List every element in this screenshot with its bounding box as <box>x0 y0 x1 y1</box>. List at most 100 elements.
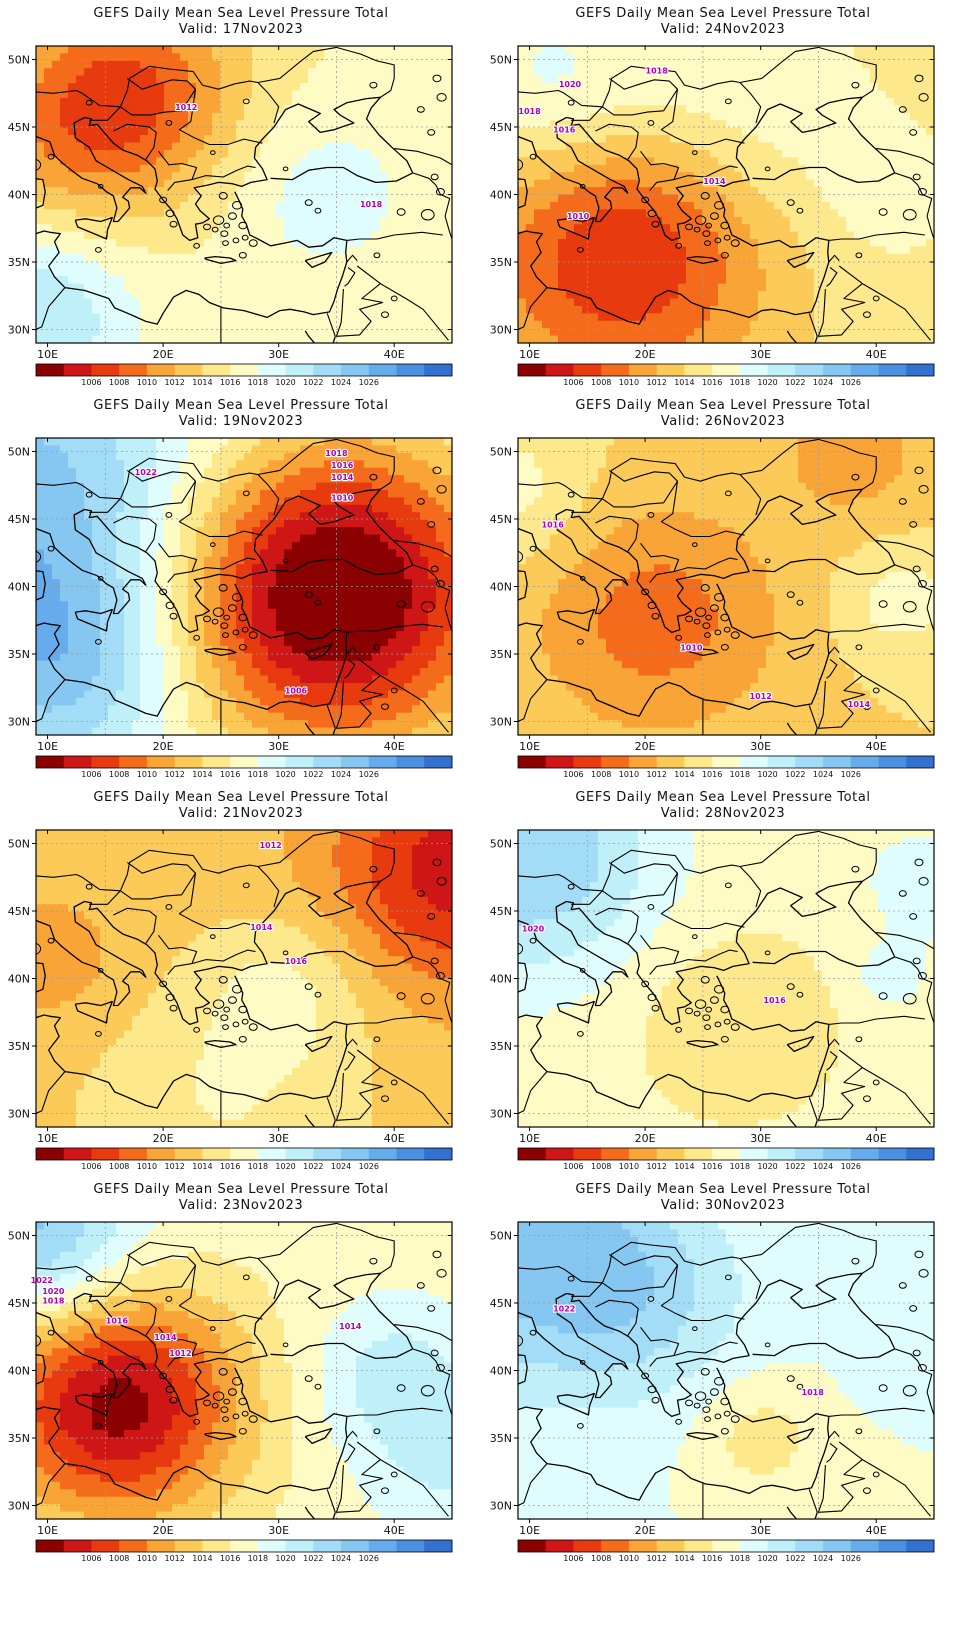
field-cell <box>918 209 927 218</box>
field-cell <box>428 475 437 484</box>
field-cell <box>606 231 615 240</box>
field-cell <box>598 216 607 225</box>
field-cell <box>614 305 623 314</box>
field-cell <box>196 519 205 528</box>
field-cell <box>276 445 285 454</box>
field-cell <box>148 305 157 314</box>
field-cell <box>662 216 671 225</box>
field-cell <box>268 497 277 506</box>
field-cell <box>300 313 309 322</box>
field-cell <box>686 231 695 240</box>
field-cell <box>750 97 759 106</box>
field-cell <box>396 187 405 196</box>
island <box>165 120 173 126</box>
field-cell <box>710 127 719 136</box>
field-cell <box>862 68 871 77</box>
field-cell <box>566 172 575 181</box>
field-cell <box>404 246 413 255</box>
field-cell <box>284 172 293 181</box>
field-cell <box>534 83 543 92</box>
field-cell <box>236 209 245 218</box>
field-cell <box>268 276 277 285</box>
field-cell <box>550 105 559 114</box>
field-cell <box>108 482 117 491</box>
field-cell <box>822 268 831 277</box>
field-cell <box>654 268 663 277</box>
field-cell <box>92 194 101 203</box>
field-cell <box>582 209 591 218</box>
field-cell <box>566 97 575 106</box>
island <box>902 209 917 221</box>
field-cell <box>694 105 703 114</box>
field-cell <box>356 335 365 343</box>
field-cell <box>854 149 863 158</box>
field-cell <box>148 438 157 447</box>
field-cell <box>558 68 567 77</box>
field-cell <box>132 105 141 114</box>
field-cell <box>116 209 125 218</box>
field-cell <box>574 187 583 196</box>
field-cell <box>292 504 301 513</box>
field-cell <box>790 335 799 343</box>
field-cell <box>204 497 213 506</box>
field-cell <box>806 239 815 248</box>
field-cell <box>116 261 125 270</box>
field-cell <box>124 209 133 218</box>
field-cell <box>204 135 213 144</box>
field-cell <box>324 75 333 84</box>
field-cell <box>188 438 197 447</box>
field-cell <box>678 83 687 92</box>
field-cell <box>300 187 309 196</box>
field-cell <box>292 512 301 521</box>
field-cell <box>100 504 109 513</box>
field-cell <box>420 335 429 343</box>
field-cell <box>902 201 911 210</box>
field-cell <box>212 482 221 491</box>
field-cell <box>180 512 189 521</box>
field-cell <box>36 452 45 461</box>
field-cell <box>316 482 325 491</box>
field-cell <box>140 135 149 144</box>
field-cell <box>140 460 149 469</box>
country-border <box>673 165 738 181</box>
field-cell <box>236 320 245 329</box>
field-cell <box>566 291 575 300</box>
field-cell <box>822 291 831 300</box>
field-cell <box>526 127 535 136</box>
field-cell <box>766 68 775 77</box>
field-cell <box>436 475 445 484</box>
field-cell <box>132 268 141 277</box>
field-cell <box>316 112 325 121</box>
field-cell <box>196 216 205 225</box>
field-cell <box>188 157 197 166</box>
field-cell <box>534 60 543 69</box>
field-cell <box>654 112 663 121</box>
field-cell <box>686 135 695 144</box>
field-cell <box>196 298 205 307</box>
field-cell <box>420 194 429 203</box>
field-cell <box>718 216 727 225</box>
field-cell <box>766 201 775 210</box>
field-cell <box>902 253 911 262</box>
field-cell <box>436 216 445 225</box>
field-cell <box>396 298 405 307</box>
field-cell <box>790 135 799 144</box>
field-cell <box>766 120 775 129</box>
field-cell <box>428 194 437 203</box>
field-cell <box>92 246 101 255</box>
field-cell <box>236 298 245 307</box>
field-cell <box>854 75 863 84</box>
island <box>248 239 258 247</box>
field-cell <box>870 313 879 322</box>
field-cell <box>830 68 839 77</box>
field-cell <box>734 305 743 314</box>
field-cell <box>598 201 607 210</box>
field-cell <box>678 172 687 181</box>
field-cell <box>518 120 527 129</box>
field-cell <box>36 504 45 513</box>
field-cell <box>220 452 229 461</box>
field-cell <box>918 172 927 181</box>
field-cell <box>428 135 437 144</box>
field-cell <box>614 328 623 337</box>
field-cell <box>108 53 117 62</box>
